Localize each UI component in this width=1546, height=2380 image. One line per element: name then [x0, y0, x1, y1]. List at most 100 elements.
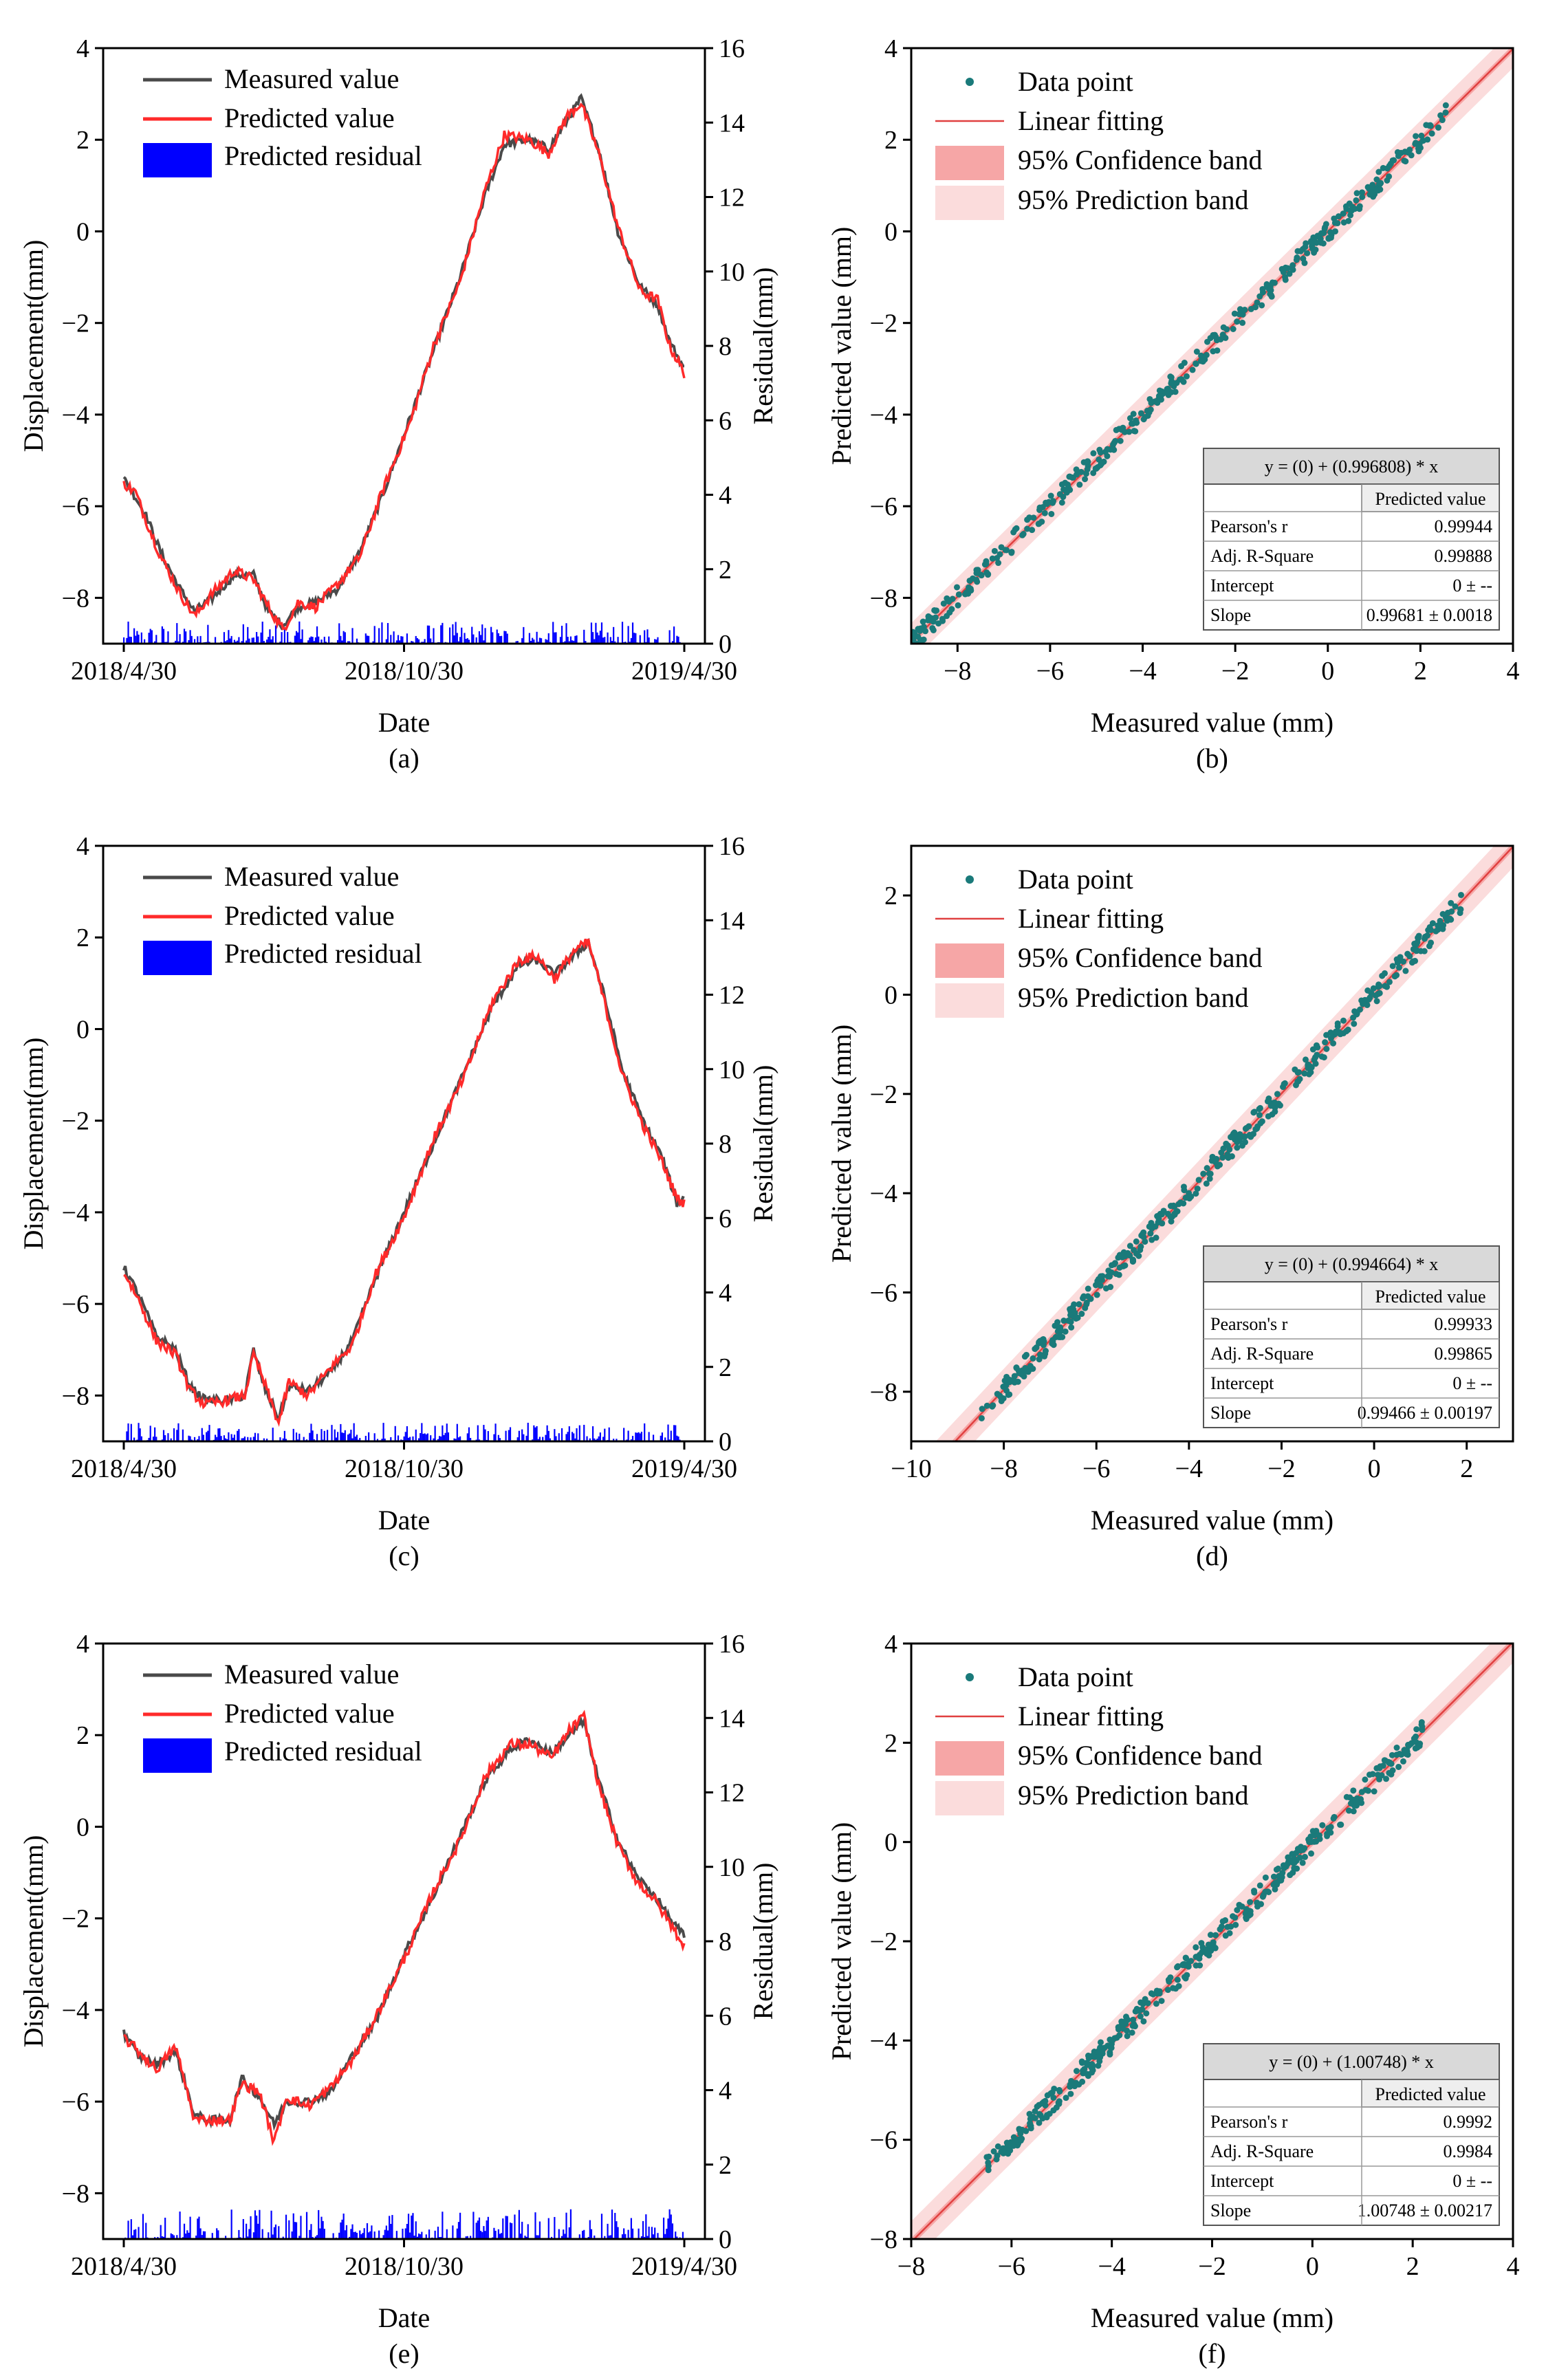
data-point — [1309, 1828, 1316, 1835]
residual-bar — [282, 2236, 284, 2239]
residual-bar — [501, 635, 503, 644]
residual-bar — [521, 2221, 523, 2239]
data-point — [1131, 1247, 1137, 1254]
data-point — [1083, 1300, 1090, 1307]
data-point — [1428, 130, 1435, 137]
data-point — [1368, 990, 1375, 996]
residual-bar — [320, 639, 323, 644]
residual-bar — [648, 1432, 650, 1441]
data-point — [1085, 1285, 1091, 1292]
data-point — [1207, 335, 1214, 342]
data-point — [1405, 1741, 1412, 1748]
residual-bar — [506, 633, 508, 644]
residual-bar — [201, 2235, 203, 2239]
residual-bar — [288, 2220, 290, 2239]
residual-bar — [440, 1436, 442, 1441]
data-point — [1228, 1153, 1235, 1160]
data-point — [1193, 1944, 1199, 1951]
data-point — [1175, 1201, 1182, 1208]
data-point — [1140, 1229, 1147, 1236]
data-point — [1353, 197, 1360, 204]
residual-bar — [644, 630, 646, 644]
residual-bar — [252, 1437, 254, 1441]
data-point — [1164, 1987, 1171, 1994]
data-point — [1135, 1252, 1142, 1259]
residual-bar — [506, 2216, 508, 2239]
data-point — [1022, 1365, 1029, 1372]
legend-residual-swatch — [143, 1738, 212, 1773]
data-point — [979, 1406, 986, 1412]
residual-bar — [484, 628, 486, 644]
data-point — [1262, 1874, 1269, 1881]
data-point — [1041, 510, 1048, 516]
data-point — [1281, 1864, 1287, 1871]
data-point — [1198, 352, 1205, 359]
data-point — [1353, 1798, 1360, 1804]
residual-bar — [554, 632, 556, 644]
legend-predicted-label: Predicted value — [224, 900, 395, 931]
plot-frame — [102, 1642, 706, 2240]
data-point — [1036, 2101, 1043, 2108]
residual-bar — [478, 631, 481, 644]
data-point — [1081, 2066, 1088, 2073]
stats-row-value: 0 ± -- — [1452, 2171, 1492, 2191]
residual-bar — [483, 1425, 485, 1441]
residual-bar — [254, 1432, 257, 1441]
data-point — [1376, 1765, 1383, 1771]
stats-row-value: 0.9992 — [1444, 2112, 1493, 2132]
data-point — [1207, 1932, 1214, 1939]
residual-bar — [175, 640, 177, 644]
data-point — [967, 585, 974, 592]
data-point — [1301, 1070, 1308, 1077]
residual-bar — [272, 2234, 274, 2239]
data-point — [1005, 2141, 1012, 2148]
plot-frame — [102, 844, 706, 1443]
x-tick-label: 2 — [1460, 1454, 1473, 1483]
x-tick-label: 0 — [1368, 1454, 1381, 1483]
data-point — [1043, 2112, 1050, 2119]
residual-bar — [395, 640, 398, 644]
data-point — [1419, 1723, 1426, 1730]
data-point — [1426, 122, 1433, 129]
residual-bar — [484, 2231, 486, 2239]
x-axis-label: Date — [378, 2302, 431, 2333]
residual-bar — [564, 641, 566, 644]
x-tick-label: 2019/4/30 — [631, 657, 737, 686]
residual-bar — [440, 625, 442, 644]
residual-bar — [268, 2232, 270, 2239]
data-point — [1174, 1976, 1181, 1983]
data-point — [1247, 1899, 1254, 1906]
legend-prediction-label: 95% Prediction band — [1018, 982, 1249, 1013]
x-tick-label: 2018/4/30 — [71, 2252, 177, 2281]
data-point — [1448, 899, 1455, 906]
data-point — [1129, 420, 1136, 427]
x-tick-label: 4 — [1507, 2252, 1520, 2281]
data-point — [1029, 527, 1036, 534]
residual-bar — [477, 2220, 479, 2239]
residual-bar — [527, 2224, 529, 2239]
data-point — [978, 1415, 985, 1421]
residual-bar — [340, 635, 342, 644]
residual-bar — [171, 2234, 173, 2239]
stats-equation-cell — [1203, 448, 1500, 485]
x-tick-label: 2 — [1406, 2252, 1419, 2281]
residual-bar — [283, 1430, 285, 1441]
data-point — [1212, 1932, 1219, 1939]
residual-bar — [406, 633, 408, 644]
data-point — [1168, 374, 1175, 381]
residual-bar — [589, 1438, 591, 1441]
residual-bar — [148, 1437, 150, 1441]
data-point — [1256, 1106, 1263, 1113]
residual-bar — [185, 2234, 187, 2239]
data-point — [1271, 1099, 1278, 1106]
data-point — [1147, 406, 1154, 413]
residual-bar — [646, 2236, 649, 2239]
residual-bar — [261, 2229, 263, 2239]
residual-bar — [282, 1438, 284, 1441]
data-point — [1259, 1893, 1266, 1900]
data-point — [1340, 1017, 1347, 1024]
residual-bar — [349, 2236, 351, 2239]
residual-bar — [145, 2223, 147, 2239]
residual-bar — [228, 1432, 230, 1441]
data-point — [1178, 363, 1185, 370]
